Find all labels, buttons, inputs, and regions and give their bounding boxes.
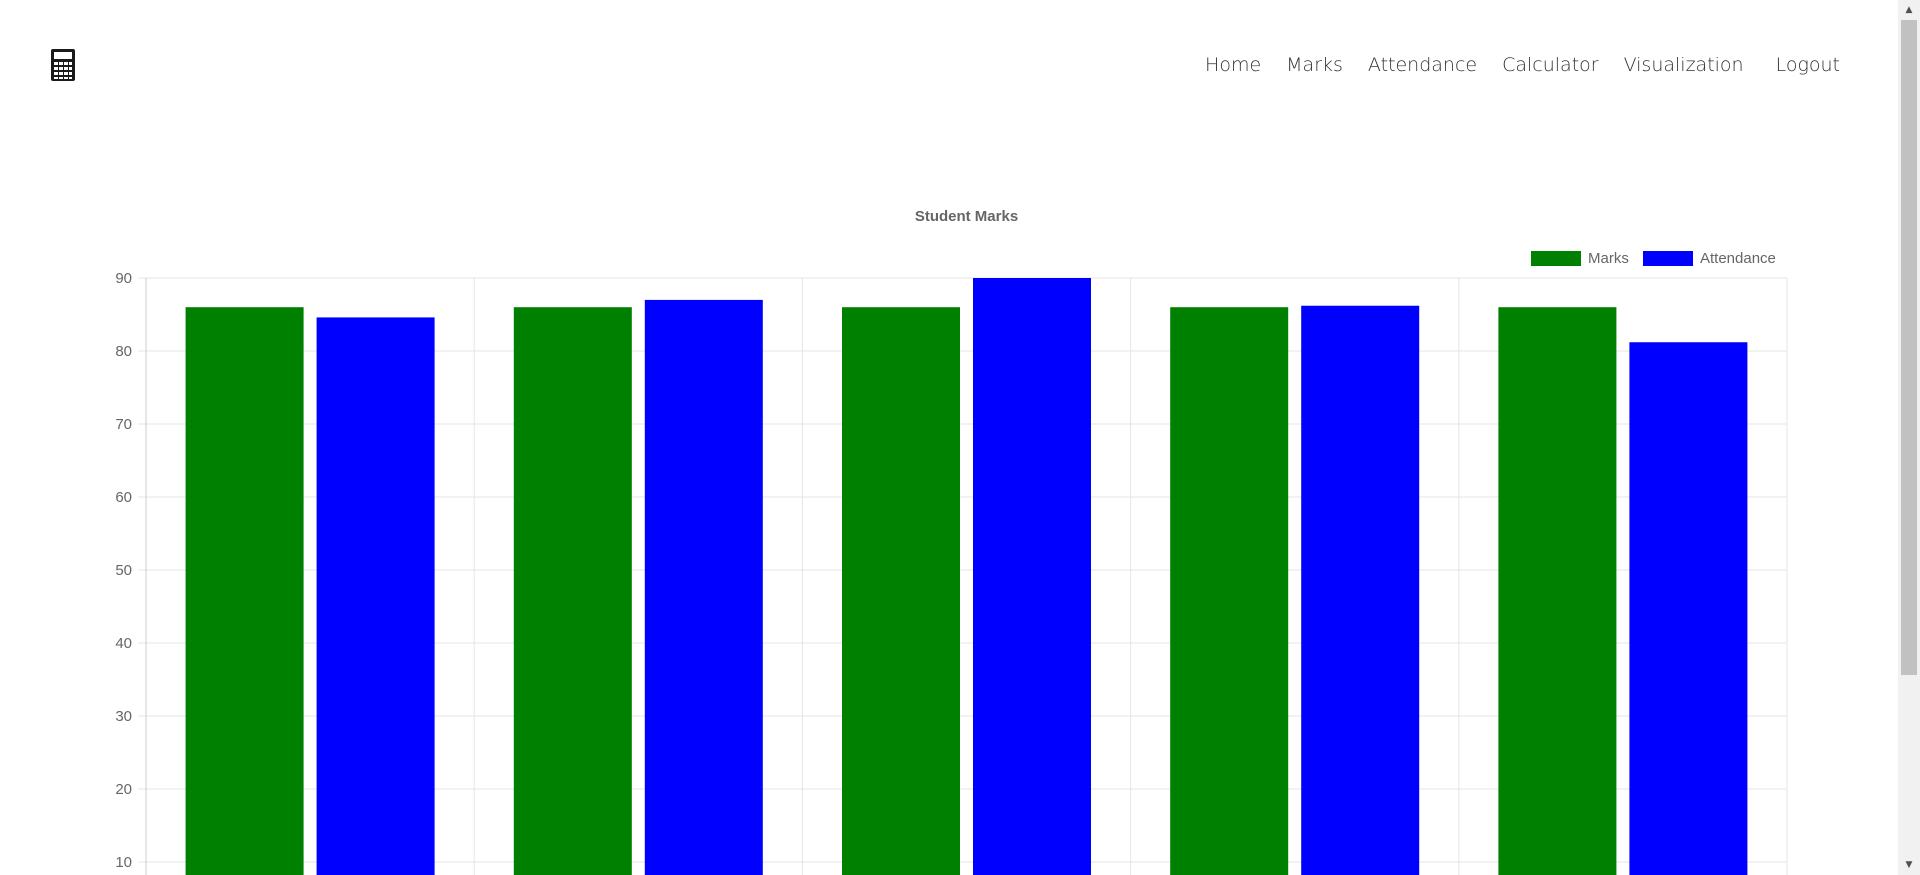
y-tick-label: 80	[115, 343, 132, 360]
scroll-down-arrow-icon[interactable]: ▼	[1905, 860, 1913, 870]
nav-marks-link[interactable]: Marks	[1286, 54, 1343, 76]
y-tick-label: 30	[115, 708, 132, 725]
student-marks-chart: Student Marks Marks Attendance 90 80 70 60 50 40…	[0, 195, 1898, 875]
legend-swatch-attendance	[1643, 251, 1693, 266]
calculator-icon[interactable]	[50, 48, 76, 82]
y-tick-label: 60	[115, 489, 132, 506]
nav-logout-link[interactable]: Logout	[1775, 54, 1840, 76]
legend-label-attendance: Attendance	[1700, 250, 1776, 267]
y-tick-label: 70	[115, 416, 132, 433]
bar-attendance-5	[1629, 342, 1748, 875]
legend-swatch-marks	[1531, 251, 1581, 266]
bar-attendance-1	[316, 317, 435, 875]
y-tick-label: 40	[115, 635, 132, 652]
bar-marks-1	[185, 307, 304, 875]
nav-calculator-link[interactable]: Calculator	[1502, 54, 1599, 76]
navbar: Home Marks Attendance Calculator Visuali…	[0, 0, 1898, 120]
scrollbar-thumb[interactable]	[1901, 20, 1917, 675]
vertical-scrollbar[interactable]: ▲ ▼	[1898, 0, 1920, 875]
bar-attendance-2	[644, 299, 763, 875]
nav-visualization-link[interactable]: Visualization	[1623, 54, 1744, 76]
scroll-up-arrow-icon[interactable]: ▲	[1905, 5, 1913, 15]
bar-attendance-3	[973, 278, 1091, 875]
bar-marks-3	[842, 307, 960, 875]
y-tick-label: 20	[115, 781, 132, 798]
y-tick-label: 90	[115, 270, 132, 287]
bar-attendance-4	[1301, 305, 1420, 875]
bar-marks-2	[513, 307, 632, 875]
nav-attendance-link[interactable]: Attendance	[1367, 54, 1478, 76]
legend-label-marks: Marks	[1588, 250, 1629, 267]
chart-title: Student Marks	[915, 208, 1018, 225]
y-tick-label: 50	[115, 562, 132, 579]
bar-marks-5	[1498, 307, 1617, 875]
bar-marks-4	[1170, 307, 1289, 875]
y-tick-label: 10	[115, 854, 132, 871]
bar-chart: Student Marks Marks Attendance 90 80 70 60 50 40…	[115, 208, 1788, 875]
nav-links: Home Marks Attendance Calculator Visuali…	[1180, 54, 1840, 76]
nav-home-link[interactable]: Home	[1205, 54, 1262, 76]
